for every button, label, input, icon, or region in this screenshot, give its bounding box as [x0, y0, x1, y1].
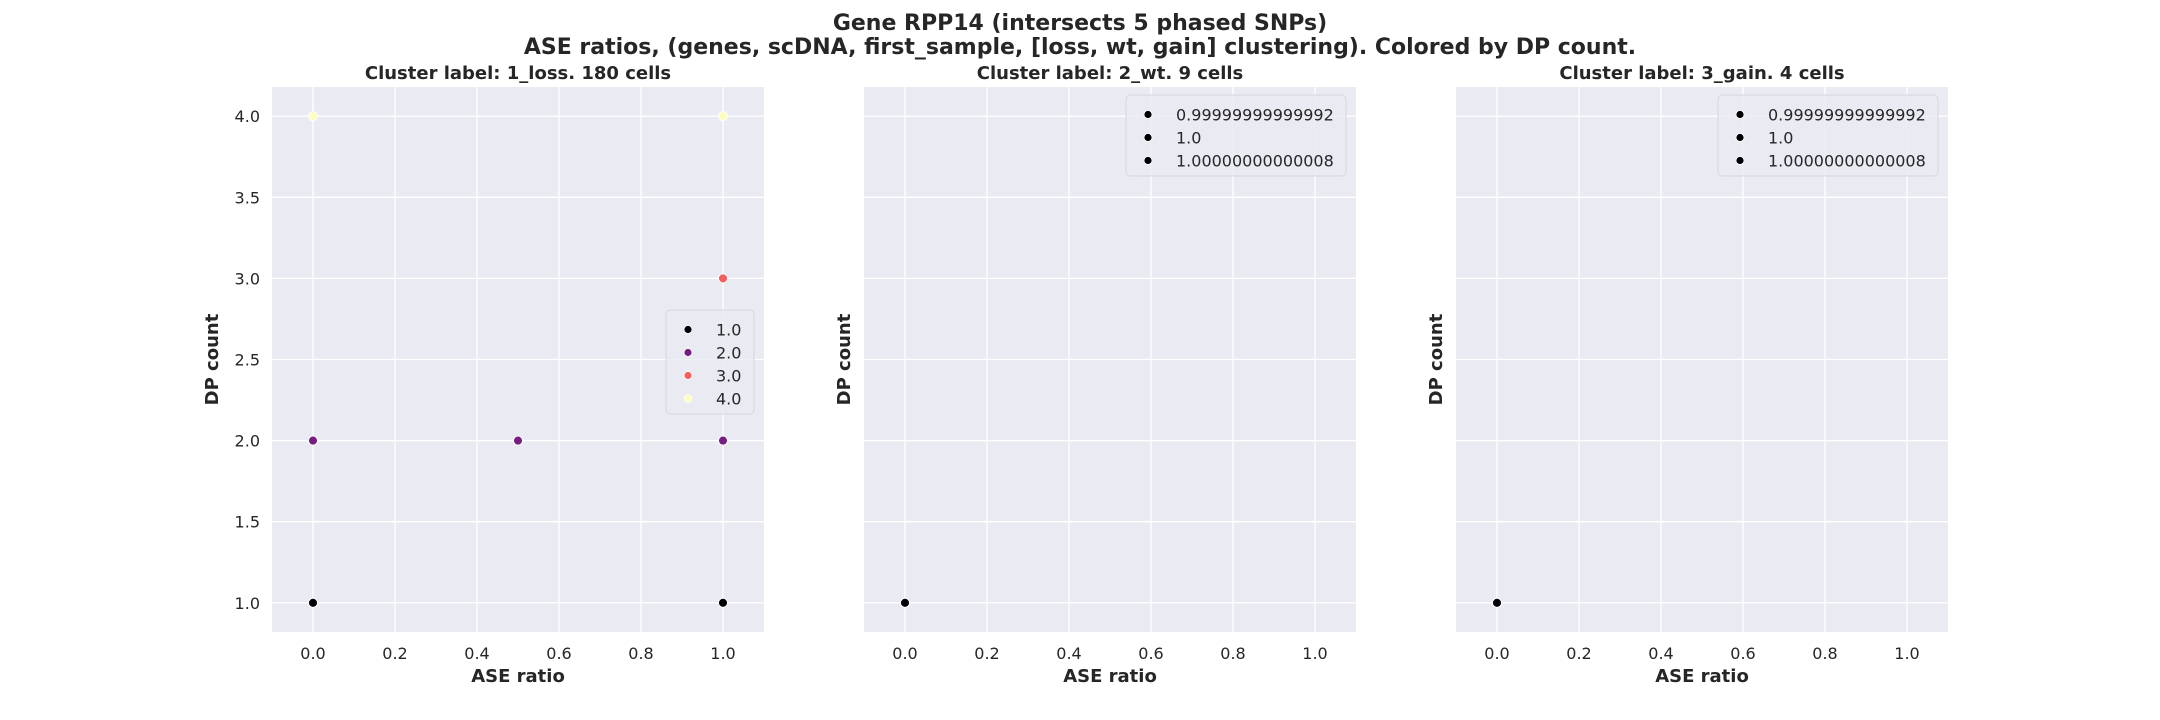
x-tick-label: 0.4 — [1648, 644, 1673, 663]
legend-marker — [1143, 110, 1153, 119]
x-tick-label: 0.0 — [892, 644, 917, 663]
legend-marker — [683, 348, 693, 357]
x-tick-label: 0.6 — [1138, 644, 1163, 663]
legend-label: 0.99999999999992 — [1176, 106, 1334, 125]
x-tick-label: 0.6 — [1730, 644, 1755, 663]
y-tick-label: 3.0 — [235, 269, 260, 288]
x-tick-label: 0.8 — [1220, 644, 1245, 663]
legend-marker — [1735, 110, 1745, 119]
x-tick-label: 1.0 — [1894, 644, 1919, 663]
y-tick-label: 2.0 — [235, 432, 260, 451]
x-axis-label: ASE ratio — [471, 666, 565, 687]
data-point — [718, 435, 728, 446]
figure-title-line-2: ASE ratios, (genes, scDNA, first_sample,… — [524, 35, 1636, 60]
x-tick-label: 0.2 — [974, 644, 999, 663]
data-point — [308, 435, 318, 446]
legend-label: 3.0 — [716, 367, 741, 386]
data-point — [718, 597, 728, 608]
legend-marker — [1143, 156, 1153, 165]
chart-panel-3-gain: 0.0 0.2 0.4 0.6 0.8 1.0 Cluster label: 3_gain.… — [1426, 63, 1948, 687]
x-tick-label: 0.2 — [1566, 644, 1591, 663]
legend-box — [1125, 94, 1347, 177]
data-point — [900, 597, 910, 608]
x-tick-label: 0.2 — [382, 644, 407, 663]
figure-title-line-1: Gene RPP14 (intersects 5 phased SNPs) — [833, 11, 1327, 36]
y-tick-label: 1.5 — [235, 513, 260, 532]
legend-marker — [683, 394, 693, 403]
legend-label: 0.99999999999992 — [1768, 106, 1926, 125]
legend-marker — [1143, 133, 1153, 142]
legend-marker — [1735, 156, 1745, 165]
legend-label: 2.0 — [716, 344, 741, 363]
data-point — [718, 111, 728, 122]
x-axis-label: ASE ratio — [1655, 666, 1749, 687]
data-point — [308, 597, 318, 608]
x-tick-label: 0.0 — [300, 644, 325, 663]
y-tick-label: 2.5 — [235, 351, 260, 370]
data-point — [718, 273, 728, 284]
panel-title: Cluster label: 2_wt. 9 cells — [977, 63, 1244, 84]
legend-marker — [683, 371, 693, 380]
x-tick-label: 1.0 — [1302, 644, 1327, 663]
data-point — [513, 435, 523, 446]
data-point — [308, 111, 318, 122]
legend-label: 1.0 — [1176, 129, 1201, 148]
legend-label: 4.0 — [716, 390, 741, 409]
y-axis-label: DP count — [834, 313, 855, 405]
legend-marker — [1735, 133, 1745, 142]
x-tick-label: 0.4 — [1056, 644, 1081, 663]
y-axis-label: DP count — [202, 313, 223, 405]
legend-label: 1.00000000000008 — [1176, 152, 1334, 171]
x-tick-label: 0.8 — [1812, 644, 1837, 663]
legend-label: 1.00000000000008 — [1768, 152, 1926, 171]
y-axis-label: DP count — [1426, 313, 1447, 405]
x-tick-label: 1.0 — [710, 644, 735, 663]
y-tick-label: 4.0 — [235, 107, 260, 126]
x-tick-label: 0.0 — [1484, 644, 1509, 663]
x-tick-label: 0.8 — [628, 644, 653, 663]
legend-box — [1717, 94, 1939, 177]
legend-label: 1.0 — [716, 321, 741, 340]
x-axis-label: ASE ratio — [1063, 666, 1157, 687]
y-tick-label: 3.5 — [235, 188, 260, 207]
x-tick-label: 0.6 — [546, 644, 571, 663]
data-point — [1492, 597, 1502, 608]
legend-label: 1.0 — [1768, 129, 1793, 148]
legend-box — [665, 309, 755, 415]
panel-title: Cluster label: 1_loss. 180 cells — [365, 63, 671, 84]
y-tick-label: 1.0 — [235, 594, 260, 613]
chart-panel-1-loss: 0.0 0.2 0.4 0.6 0.8 1.0 1.0 1.5 2.0 2.5 3.0 3.5 4.0 C… — [202, 63, 764, 687]
panel-title: Cluster label: 3_gain. 4 cells — [1559, 63, 1844, 84]
x-tick-label: 0.4 — [464, 644, 489, 663]
chart-panel-2-wt: 0.0 0.2 0.4 0.6 0.8 1.0 Cluster label: 2_wt. 9… — [834, 63, 1356, 687]
legend-marker — [683, 325, 693, 334]
